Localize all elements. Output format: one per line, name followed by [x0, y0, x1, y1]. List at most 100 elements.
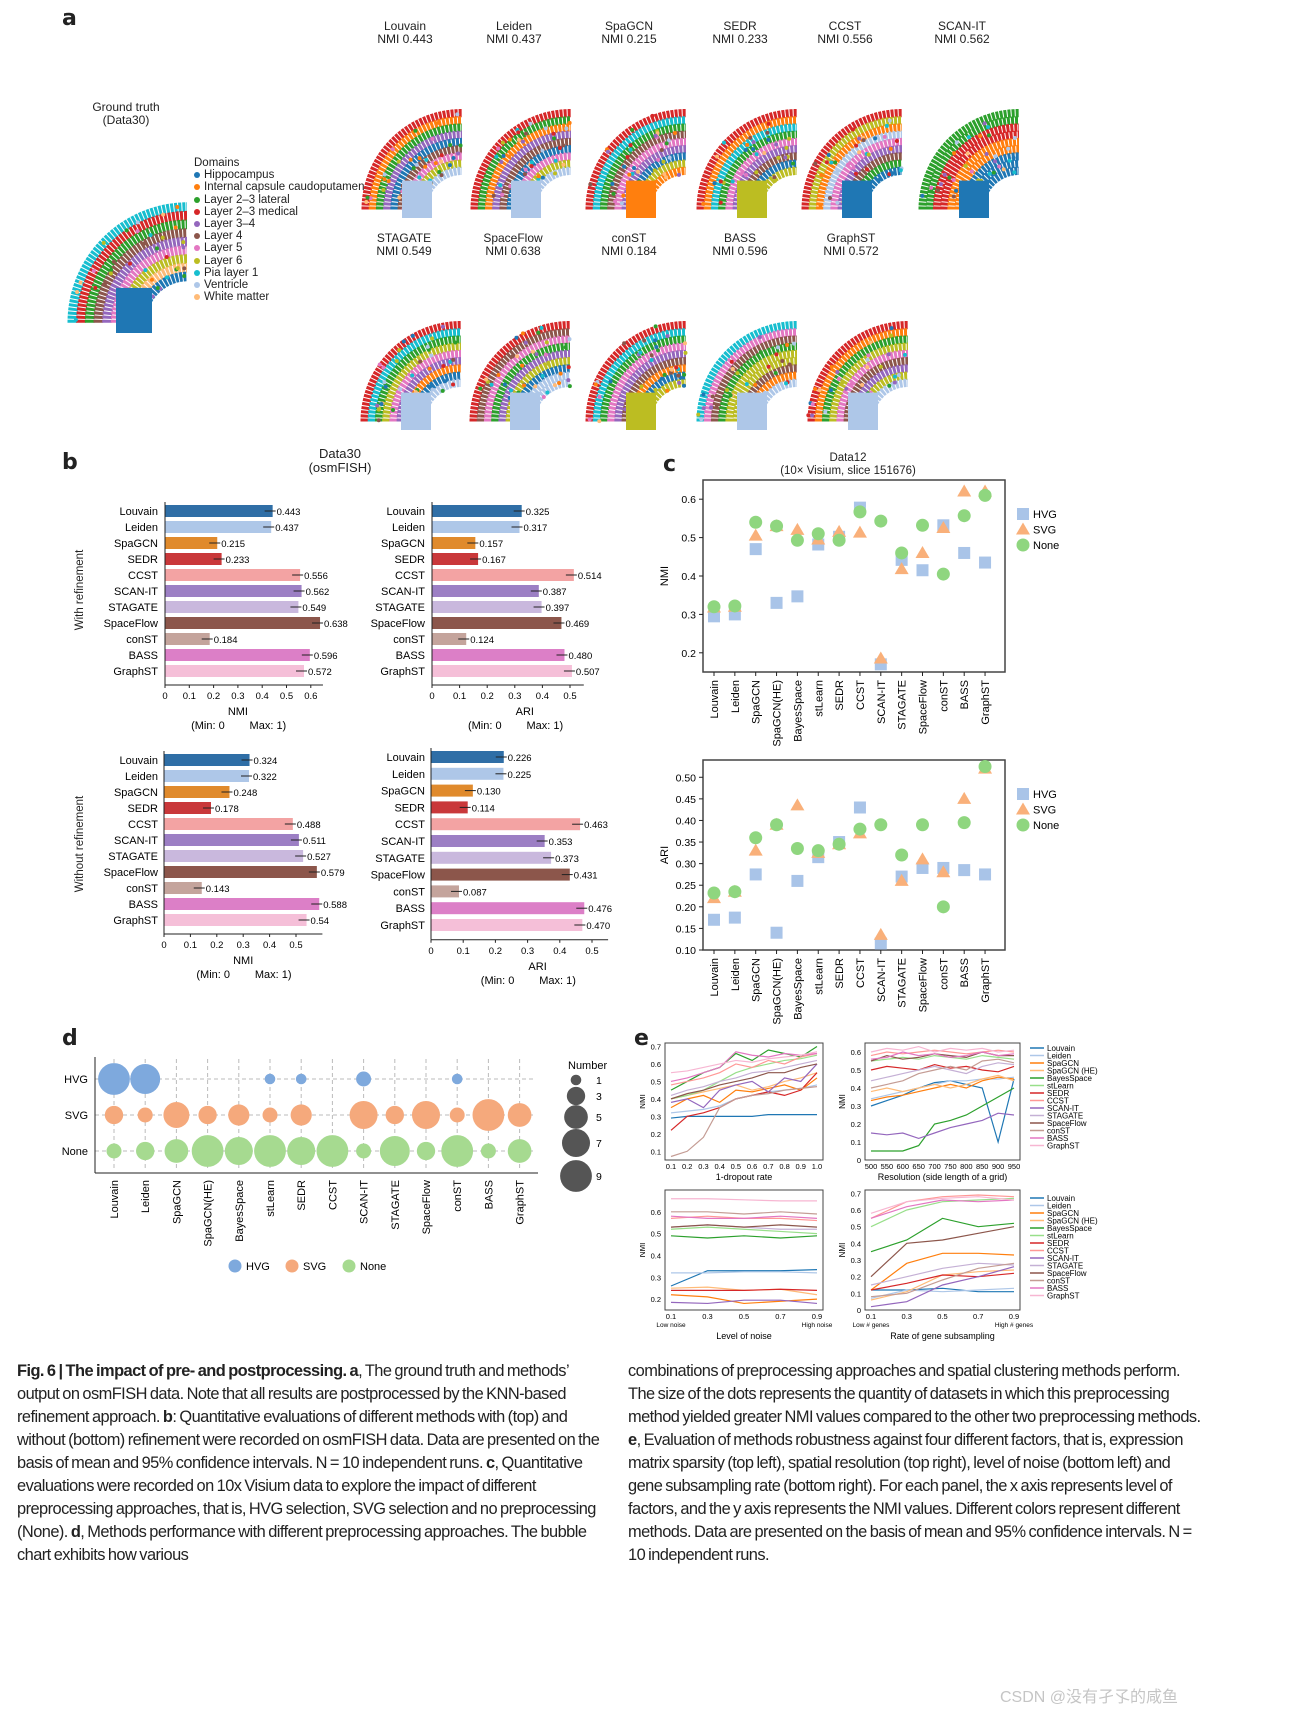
x-tick-label: 0.1: [457, 946, 470, 957]
bar: [431, 767, 504, 780]
none-marker: [770, 519, 784, 533]
spot: [507, 137, 512, 142]
legend-label: BASS: [1047, 1284, 1068, 1293]
domain-band: [614, 349, 687, 422]
spot: [773, 370, 778, 375]
bar: [431, 885, 460, 898]
spot: [622, 341, 627, 346]
bar-value-label: 0.431: [574, 871, 598, 882]
bubble: [449, 1107, 465, 1123]
method-line: [670, 1224, 818, 1228]
method-line: [670, 1226, 818, 1235]
method-map-title: GraphST NMI 0.572: [823, 232, 878, 258]
bar-category-label: CCST: [395, 570, 425, 582]
spot: [536, 174, 541, 179]
spot: [653, 338, 658, 343]
spot: [787, 362, 792, 367]
x-tick-label: SpaGCN(HE): [772, 958, 784, 1025]
none-marker: [832, 837, 846, 851]
legend-label: None: [360, 1261, 386, 1273]
svg-marker: [957, 791, 972, 804]
method-line: [671, 1271, 818, 1274]
spot: [437, 170, 442, 175]
method-line: [870, 1197, 1015, 1228]
spot: [111, 259, 116, 264]
legend-label: BayesSpace: [1047, 1224, 1092, 1233]
legend-label: BayesSpace: [1047, 1074, 1092, 1083]
spot: [597, 419, 602, 424]
legend-label: SEDR: [1047, 1239, 1069, 1248]
bubble: [356, 1071, 372, 1087]
x-tick-label: 0.9: [1009, 1312, 1019, 1321]
spot: [546, 361, 551, 366]
y-tick-label: 0.40: [676, 815, 697, 827]
domain-band: [621, 145, 687, 210]
bar-category-label: conST: [393, 886, 425, 898]
x-tick-label: 0: [162, 691, 167, 702]
x-tick-label: GraphST: [515, 1180, 527, 1225]
spot: [835, 370, 840, 375]
spot: [829, 365, 834, 370]
domain-band: [492, 130, 572, 210]
bar-category-label: Leiden: [392, 769, 425, 781]
spot: [451, 357, 456, 362]
bubble: [295, 1073, 307, 1085]
spot: [682, 341, 687, 346]
bubble: [316, 1135, 349, 1167]
spot: [902, 352, 907, 357]
bar-category-label: SCAN-IT: [381, 836, 425, 848]
method-name: GraphST: [826, 231, 876, 245]
domain-band: [703, 116, 798, 210]
method-map-title: SEDR NMI 0.233: [712, 20, 767, 46]
domain-trunk: [848, 392, 878, 430]
method-line: [870, 1049, 1015, 1057]
hvg-marker: [749, 543, 762, 556]
spot: [947, 175, 952, 180]
domain-trunk: [401, 392, 431, 430]
none-marker: [707, 886, 721, 900]
spot: [551, 131, 556, 136]
domain-band: [67, 202, 187, 323]
preprocessing-scatter-plots: 0.2 0.3 0.4 0.5 0.6 NMI Louvain Leiden SpaGCN Spa…: [659, 479, 1059, 1025]
x-axis-title: NMI: [233, 955, 253, 967]
domain-legend-item: Layer 4: [194, 230, 364, 242]
spot: [520, 363, 525, 368]
bar-category-label: SpaceFlow: [104, 618, 158, 630]
hvg-marker: [979, 556, 992, 569]
spot: [929, 185, 934, 190]
domain-band: [836, 349, 909, 422]
domain-trunk: [402, 180, 432, 218]
panel-b-title: Data30 (osmFISH): [309, 447, 372, 475]
none-marker: [749, 831, 763, 845]
y-tick-label: 0.3: [651, 1273, 661, 1282]
spot: [613, 199, 618, 204]
spot: [379, 401, 384, 406]
y-tick-label: 0.6: [651, 1208, 661, 1217]
svg-marker: [915, 852, 930, 865]
spot: [516, 137, 521, 142]
x-tick-label: 0.2: [481, 691, 494, 702]
size-legend-label: 1: [596, 1075, 602, 1087]
x-tick-label: 0.3: [902, 1312, 912, 1321]
legend-label: None: [1033, 540, 1059, 552]
spot: [887, 172, 892, 177]
method-line: [670, 1299, 818, 1305]
spot: [499, 160, 504, 165]
y-tick-label: 0.5: [851, 1066, 861, 1075]
bar-value-label: 0.476: [588, 904, 612, 915]
bar: [432, 617, 562, 629]
spot: [501, 153, 506, 158]
spot: [653, 133, 658, 138]
y-axis-title: NMI: [640, 1243, 647, 1258]
spot: [621, 193, 626, 198]
x-tick-label: STAGATE: [897, 958, 909, 1008]
legend-label: SVG: [1033, 805, 1056, 817]
bubble: [441, 1135, 474, 1167]
method-line: [870, 1287, 1015, 1299]
spot: [824, 160, 829, 165]
domain-name: Internal capsule caudoputamen: [204, 181, 365, 194]
x-tick-label: 0.1: [866, 1312, 876, 1321]
range-note-max: Max: 1): [539, 975, 576, 987]
spot: [619, 201, 624, 206]
method-map-title: SpaceFlow NMI 0.638: [483, 232, 542, 258]
